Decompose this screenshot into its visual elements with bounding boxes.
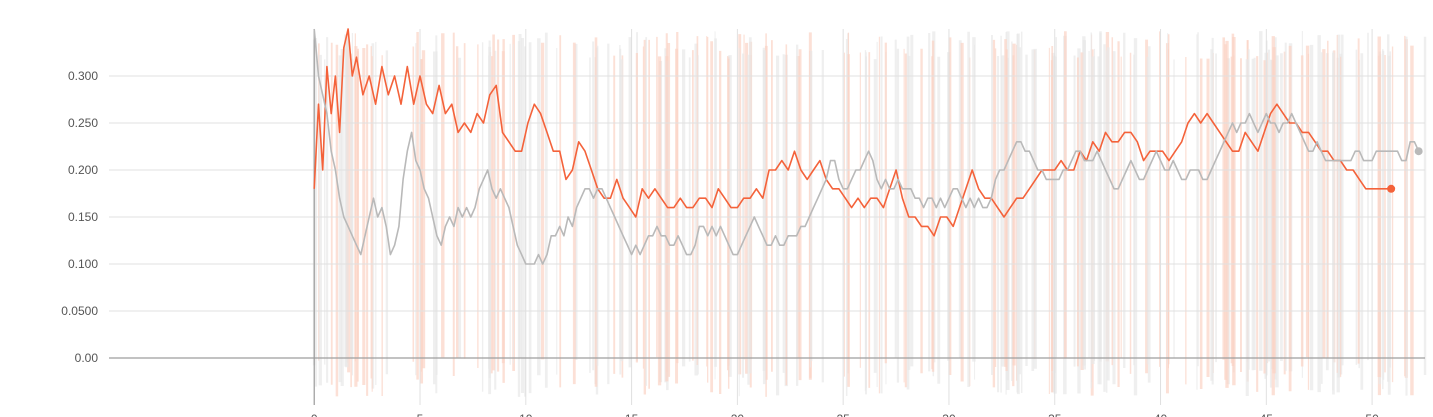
series-line-gray (313, 28, 1420, 265)
x-tick-label: 30 (942, 412, 956, 417)
series-end-point-orange (1387, 184, 1396, 193)
series-lines (313, 28, 1423, 265)
x-tick-label: 5 (417, 412, 424, 417)
x-tick-label: 20 (731, 412, 745, 417)
x-tick-label: 50 (1365, 412, 1379, 417)
x-tick-label: 10 (519, 412, 533, 417)
raw-data-bands (312, 31, 1427, 397)
series-line-orange (313, 28, 1392, 237)
x-tick-label: 15 (625, 412, 639, 417)
y-tick-label: 0.100 (68, 257, 98, 271)
y-tick-label: 0.0500 (61, 304, 98, 318)
x-tick-label: 35 (1048, 412, 1062, 417)
y-tick-label: 0.250 (68, 116, 98, 130)
x-tick-label: 0 (311, 412, 318, 417)
y-tick-label: 0.300 (68, 69, 98, 83)
axes (109, 29, 1425, 405)
x-tick-label: 25 (836, 412, 850, 417)
y-tick-label: 0.00 (75, 351, 99, 365)
series-end-point-gray (1414, 147, 1423, 156)
y-tick-label: 0.150 (68, 210, 98, 224)
y-tick-label: 0.200 (68, 163, 98, 177)
tick-labels: 0.00 0.0500 0.100 0.150 0.200 0.250 0.300 0 5 10 1… (61, 69, 1379, 417)
x-tick-label: 40 (1154, 412, 1168, 417)
x-tick-label: 45 (1260, 412, 1274, 417)
